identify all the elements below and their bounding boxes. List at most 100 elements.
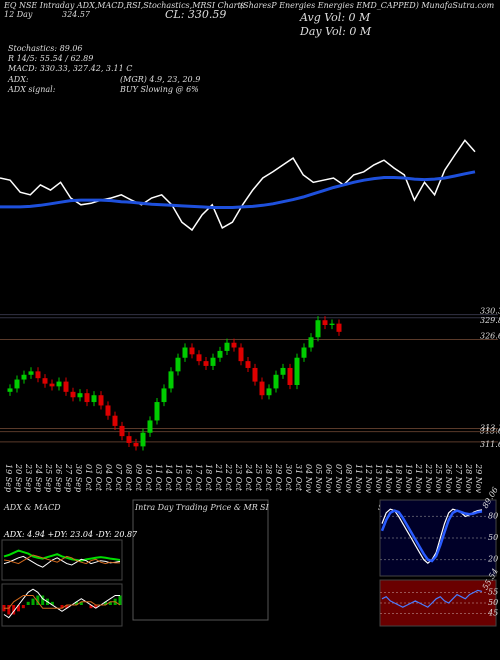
x-tick-label: 21 Nov (414, 463, 423, 494)
x-tick-label: 31 Oct (294, 464, 303, 492)
x-tick-label: 01 Oct (84, 464, 93, 492)
x-tick-label: 15 Oct (174, 464, 183, 492)
header-day: 12 Day (4, 10, 33, 19)
x-tick-label: 29 Oct (274, 463, 283, 492)
adx-label: ADX: (7, 75, 29, 84)
x-tick-label: 20 Sep (14, 463, 23, 492)
x-tick-label: 06 Nov (324, 464, 333, 494)
x-tick-label: 18 Nov (394, 464, 403, 494)
x-tick-label: 28 Nov (464, 463, 473, 494)
stoch-stat: Stochastics: 89.06 (8, 44, 83, 53)
x-tick-label: 07 Oct (114, 464, 123, 492)
candle-body (308, 337, 314, 348)
x-tick-label: 19 Sep (4, 464, 13, 492)
candle-body (238, 347, 244, 362)
day-vol: Day Vol: 0 M (299, 25, 372, 38)
x-tick-label: 29 Nov (474, 463, 483, 494)
x-tick-label: 30 Sep (74, 464, 83, 492)
candle-body (147, 420, 153, 433)
x-tick-label: 26 Sep (54, 463, 63, 492)
candle-body (42, 378, 48, 384)
candle-body (84, 393, 90, 403)
x-tick-label: 22 Nov (424, 463, 433, 494)
candle-body (329, 323, 335, 325)
candle-body (14, 379, 20, 389)
series-line (0, 170, 476, 209)
x-tick-label: 11 Nov (354, 464, 363, 494)
x-tick-label: 12 Nov (364, 464, 373, 494)
y-tick-label: 20 (487, 555, 498, 564)
y-tick-label: 50 (488, 533, 498, 542)
x-tick-label: 25 Oct (254, 463, 263, 492)
candle-body (35, 371, 41, 379)
histogram-bar (21, 605, 25, 609)
candle-body (112, 415, 118, 426)
histogram-bar (7, 605, 11, 615)
candle-body (77, 393, 83, 398)
y-tick-label: 326.67 (480, 332, 500, 341)
x-tick-label: 23 Sep (24, 463, 33, 492)
x-tick-label: 30 Oct (284, 464, 293, 492)
candle-body (259, 381, 265, 396)
panel-frame (1, 539, 123, 581)
histogram-bar (17, 605, 20, 612)
candle-body (203, 361, 209, 366)
candle-body (322, 320, 328, 325)
histogram-bar (36, 595, 40, 605)
candle-body (91, 395, 97, 403)
x-tick-label: 18 Oct (204, 464, 213, 492)
y-tick-label: 45 (487, 609, 498, 618)
x-tick-label: 25 Sep (44, 463, 53, 492)
candle-body (63, 381, 69, 392)
histogram-bar (26, 601, 30, 605)
x-tick-label: 04 Nov (304, 464, 313, 494)
panel-title: ADX & MACD (3, 503, 61, 512)
histogram-bar (31, 598, 35, 605)
candle-body (231, 342, 237, 348)
adx-value: (MGR) 4.9, 23, 20.9 (120, 75, 200, 84)
x-tick-label: 26 Nov (444, 463, 453, 494)
candle-body (154, 402, 160, 421)
x-tick-label: 24 Sep (34, 463, 43, 492)
candle-body (273, 374, 279, 389)
y-tick-label: 80 (488, 511, 498, 520)
x-tick-label: 14 Nov (384, 464, 393, 494)
candle-body (189, 347, 195, 355)
y-tick-label: 55 (488, 588, 498, 597)
histogram-bar (65, 605, 69, 609)
y-tick-label: 50 (488, 598, 498, 607)
histogram-bar (75, 601, 78, 605)
panel-title: Intra Day Trading Price & MR (134, 503, 258, 512)
header-day-value: 324.57 (62, 10, 91, 19)
x-tick-label: 08 Nov (344, 464, 353, 494)
histogram-bar (41, 595, 45, 605)
candle-body (105, 405, 111, 416)
candle-body (224, 342, 230, 351)
x-tick-label: 10 Oct (144, 464, 153, 492)
intraday-frame (132, 499, 269, 621)
candle-body (266, 388, 272, 396)
candle-body (49, 383, 55, 387)
histogram-bar (108, 601, 112, 605)
macd-stat: MACD: 330.33, 327.42, 3.11 C (7, 64, 132, 73)
histogram-bar (60, 605, 64, 609)
rsi-stat: R 14/5: 55.54 / 62.89 (7, 54, 93, 63)
candle-body (161, 388, 167, 403)
x-tick-label: 27 Sep (64, 463, 73, 492)
x-tick-label: 08 Oct (124, 464, 133, 492)
series-line (3, 555, 121, 568)
candle-body (98, 395, 104, 406)
histogram-bar (118, 595, 122, 605)
candle-body (210, 357, 216, 366)
x-tick-label: 04 Oct (104, 464, 113, 492)
candle-body (301, 347, 307, 358)
y-tick-label: 313.16 (480, 424, 500, 433)
candle-body (70, 391, 76, 398)
y-tick-label: 329.86 (480, 316, 500, 325)
y-tick-label: 313.62 (480, 427, 500, 436)
candle-body (126, 436, 132, 443)
candle-body (21, 374, 27, 380)
candle-body (196, 354, 202, 362)
candle-body (119, 425, 125, 437)
